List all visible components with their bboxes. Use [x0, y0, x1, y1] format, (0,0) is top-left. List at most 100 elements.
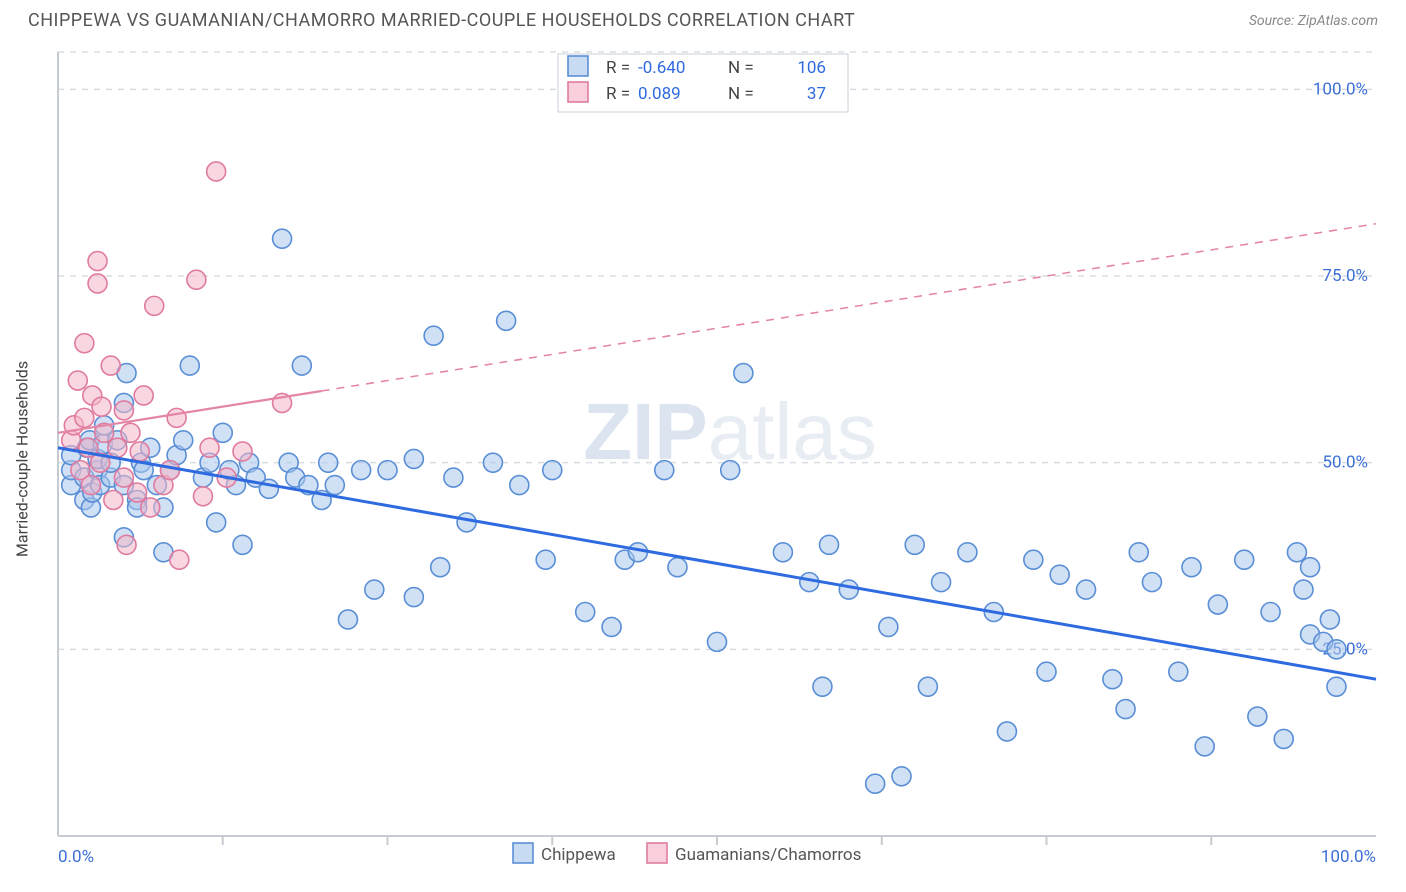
data-point: [1024, 550, 1043, 569]
data-point: [483, 453, 502, 472]
trend-line-dashed: [322, 224, 1376, 391]
data-point: [338, 610, 357, 629]
data-point: [708, 632, 727, 651]
bottom-legend-swatch: [513, 843, 533, 863]
data-point: [88, 274, 107, 293]
data-point: [721, 461, 740, 480]
data-point: [325, 476, 344, 495]
data-point: [918, 677, 937, 696]
data-point: [292, 356, 311, 375]
data-point: [207, 162, 226, 181]
data-point: [1294, 580, 1313, 599]
data-point: [1182, 558, 1201, 577]
data-point: [174, 431, 193, 450]
data-point: [273, 229, 292, 248]
data-point: [1103, 670, 1122, 689]
legend-n-label: N =: [728, 84, 754, 104]
data-point: [167, 408, 186, 427]
data-point: [81, 476, 100, 495]
data-point: [1261, 603, 1280, 622]
data-point: [1301, 558, 1320, 577]
data-point: [161, 461, 180, 480]
data-point: [114, 468, 133, 487]
data-point: [1142, 573, 1161, 592]
data-point: [200, 438, 219, 457]
data-point: [1208, 595, 1227, 614]
data-point: [1169, 662, 1188, 681]
legend-n-value: 37: [807, 84, 826, 104]
legend-r-value: -0.640: [638, 58, 685, 78]
data-point: [145, 296, 164, 315]
data-point: [1320, 610, 1339, 629]
data-point: [1129, 543, 1148, 562]
legend-n-value: 106: [797, 58, 826, 78]
data-point: [233, 442, 252, 461]
data-point: [104, 491, 123, 510]
data-point: [114, 401, 133, 420]
y-tick-label: 75.0%: [1322, 266, 1368, 286]
data-point: [1327, 640, 1346, 659]
data-point: [141, 498, 160, 517]
data-point: [92, 397, 111, 416]
data-point: [365, 580, 384, 599]
data-point: [1327, 677, 1346, 696]
data-point: [773, 543, 792, 562]
data-point: [187, 270, 206, 289]
data-point: [892, 767, 911, 786]
data-point: [497, 311, 516, 330]
data-point: [813, 677, 832, 696]
data-point: [128, 483, 147, 502]
data-point: [68, 371, 87, 390]
data-point: [576, 603, 595, 622]
data-point: [170, 550, 189, 569]
data-point: [932, 573, 951, 592]
x-tick-label: 100.0%: [1321, 847, 1376, 867]
data-point: [404, 588, 423, 607]
data-point: [1116, 700, 1135, 719]
data-point: [905, 535, 924, 554]
data-point: [75, 334, 94, 353]
data-point: [101, 356, 120, 375]
bottom-legend-label: Chippewa: [541, 845, 616, 865]
data-point: [602, 617, 621, 636]
x-tick-label: 0.0%: [58, 847, 94, 867]
data-point: [655, 461, 674, 480]
legend-n-label: N =: [728, 58, 754, 78]
data-point: [134, 386, 153, 405]
data-point: [1077, 580, 1096, 599]
data-point: [213, 423, 232, 442]
data-point: [378, 461, 397, 480]
data-point: [1050, 565, 1069, 584]
data-point: [130, 442, 149, 461]
data-point: [121, 423, 140, 442]
data-point: [820, 535, 839, 554]
data-point: [536, 550, 555, 569]
bottom-legend-swatch: [647, 843, 667, 863]
legend-r-value: 0.089: [638, 84, 681, 104]
data-point: [1037, 662, 1056, 681]
data-point: [319, 453, 338, 472]
data-point: [424, 326, 443, 345]
data-point: [88, 252, 107, 271]
scatter-plot: ZIPatlas0.0%100.0%25.0%50.0%75.0%100.0%R…: [28, 46, 1378, 872]
legend-swatch: [568, 56, 588, 76]
data-point: [997, 722, 1016, 741]
data-point: [668, 558, 687, 577]
data-point: [352, 461, 371, 480]
legend-swatch: [568, 82, 588, 102]
data-point: [958, 543, 977, 562]
data-point: [543, 461, 562, 480]
data-point: [734, 364, 753, 383]
data-point: [839, 580, 858, 599]
data-point: [180, 356, 199, 375]
data-point: [207, 513, 226, 532]
data-point: [193, 487, 212, 506]
data-point: [510, 476, 529, 495]
data-point: [1287, 543, 1306, 562]
data-point: [108, 438, 127, 457]
data-point: [431, 558, 450, 577]
data-point: [866, 774, 885, 793]
chart-title: CHIPPEWA VS GUAMANIAN/CHAMORRO MARRIED-C…: [28, 10, 855, 31]
chart-area: Married-couple Households ZIPatlas0.0%10…: [28, 46, 1378, 872]
data-point: [75, 408, 94, 427]
